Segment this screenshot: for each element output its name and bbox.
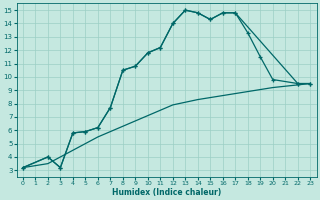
X-axis label: Humidex (Indice chaleur): Humidex (Indice chaleur) bbox=[112, 188, 221, 197]
